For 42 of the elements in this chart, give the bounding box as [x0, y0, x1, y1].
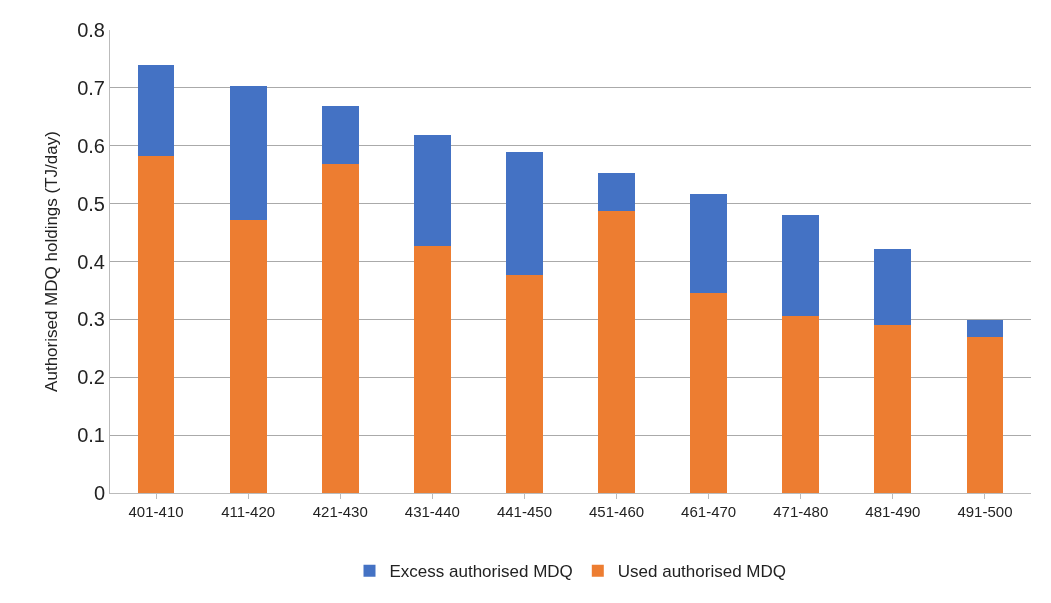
bar	[598, 210, 635, 493]
bar	[690, 193, 728, 294]
bar	[229, 219, 267, 493]
bar	[413, 245, 451, 493]
x-tick-label: 411-420	[221, 503, 276, 520]
bar	[782, 316, 820, 493]
y-axis-title: Authorised MDQ holdings (TJ/day)	[41, 131, 61, 392]
x-tick-label: 461-470	[681, 503, 737, 520]
bar	[874, 249, 912, 325]
x-tick-label: 471-480	[773, 503, 829, 520]
bar	[321, 164, 359, 493]
bar	[506, 152, 543, 275]
bar	[598, 172, 635, 211]
x-tick-label: 401-410	[128, 503, 184, 520]
bar	[137, 155, 175, 493]
x-tick-label: 481-490	[865, 503, 921, 520]
x-tick-label: 451-460	[589, 503, 645, 520]
bar	[229, 85, 267, 220]
y-tick-label: 0.5	[77, 192, 105, 215]
y-tick-label: 0.3	[77, 308, 105, 331]
x-tick-label: 441-450	[496, 503, 552, 520]
legend-label: Excess authorised MDQ	[389, 562, 573, 582]
bar	[321, 105, 359, 165]
y-tick-label: 0.8	[77, 19, 105, 41]
y-tick-label: 0.7	[77, 76, 105, 99]
y-tick-label: 0.6	[77, 134, 105, 157]
y-tick-label: 0.1	[77, 424, 105, 447]
bar	[690, 293, 728, 493]
legend-label: Used authorised MDQ	[617, 562, 786, 582]
y-tick-label: 0	[93, 482, 105, 504]
y-tick-label: 0.2	[77, 366, 105, 389]
x-tick-label: 431-440	[404, 503, 460, 520]
bar	[874, 324, 912, 493]
bar	[137, 65, 175, 156]
bar	[966, 319, 1004, 337]
x-tick-label: 421-430	[312, 503, 368, 520]
x-tick-label: 491-500	[957, 503, 1013, 520]
y-tick-label: 0.4	[77, 250, 105, 273]
bar	[782, 215, 820, 317]
bar	[506, 274, 543, 493]
bar	[966, 336, 1004, 493]
bar	[413, 134, 451, 246]
